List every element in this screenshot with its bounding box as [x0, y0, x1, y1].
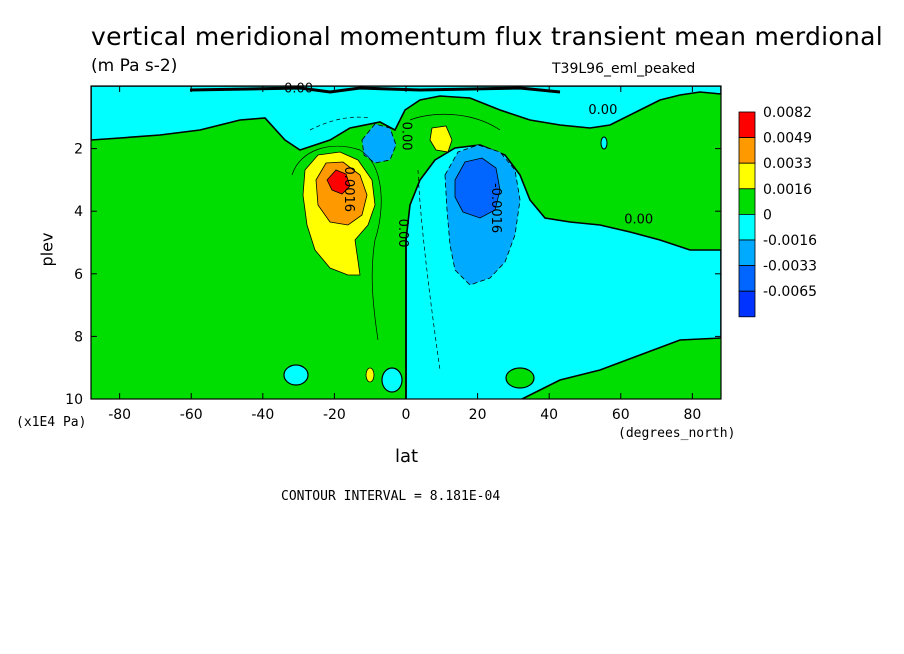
contour-label: 0.0016: [341, 167, 356, 213]
contour-label: 0.00: [284, 81, 313, 96]
x-tick-label: -20: [323, 407, 346, 423]
legend-label: 0.0082: [763, 105, 812, 121]
legend-label: -0.0016: [763, 233, 817, 249]
x-tick-label: -60: [180, 407, 203, 423]
contour-label: 0.00: [398, 122, 413, 151]
x-axis: -80 -60 -40 -20 0 20 40 60 80: [108, 86, 701, 423]
field-yellow-patch: [365, 367, 375, 383]
contour-line: [291, 145, 382, 341]
legend-label: 0.0033: [763, 156, 812, 172]
filled-contours: [91, 86, 721, 399]
y-axis-units: (x1E4 Pa): [16, 415, 87, 430]
y-tick-label: 4: [74, 204, 83, 220]
x-tick-label: 0: [402, 407, 411, 423]
y-tick-label: 6: [74, 267, 83, 283]
legend-swatch: [738, 162, 756, 190]
legend-swatch: [738, 290, 756, 318]
legend-swatch: [738, 137, 756, 164]
field-patch: [381, 367, 403, 393]
contour-line: [417, 169, 441, 371]
contour-line: [309, 116, 371, 131]
legend-swatch: [738, 213, 756, 241]
x-tick-label: -80: [108, 407, 131, 423]
run-label: T39L96_eml_peaked: [552, 61, 696, 77]
x-tick-label: 40: [540, 407, 558, 423]
chart-title: vertical meridional momentum flux transi…: [91, 22, 884, 51]
field-negative-region: [91, 86, 721, 151]
legend-label: -0.0065: [763, 284, 817, 300]
field-blue-min-sh: [361, 123, 397, 164]
legend-label: -0.0033: [763, 259, 817, 275]
legend-swatch: [738, 265, 756, 292]
legend-label: 0.0016: [763, 182, 812, 198]
x-tick-label: 20: [469, 407, 487, 423]
x-tick-label: -40: [251, 407, 274, 423]
x-tick-label: 80: [683, 407, 701, 423]
contour-line: [409, 113, 501, 131]
y-tick-label: 8: [74, 329, 83, 345]
y-axis: 2 4 6 8 10: [65, 142, 721, 408]
chart-units: (m Pa s-2): [91, 56, 178, 76]
legend-swatch: [738, 239, 756, 267]
field-red-max: [326, 169, 351, 195]
field-patch: [505, 367, 535, 389]
field-patch: [600, 136, 608, 150]
y-tick-label: 2: [74, 142, 83, 158]
x-axis-label: lat: [395, 446, 419, 467]
contour-label: 0.00: [624, 213, 653, 228]
x-axis-units: (degrees_north): [618, 426, 736, 441]
field-yellow-patch: [429, 125, 453, 153]
legend-label: 0.0049: [763, 131, 812, 147]
y-tick-label: 10: [65, 392, 83, 408]
contour-labels: 0.00 0.00 0.00 0.00 0.00 0.0016 -0.0016: [284, 81, 653, 247]
x-tick-label: 60: [612, 407, 630, 423]
legend-swatch: [738, 111, 756, 139]
contour-label: 0.00: [588, 103, 617, 118]
contour-band: [189, 86, 561, 94]
field-darkblue-min: [454, 157, 501, 219]
field-patch: [283, 364, 309, 386]
color-legend: 0.0082 0.0049 0.0033 0.0016 0 -0.0016 -0.0033 -…: [738, 105, 817, 318]
legend-swatch: [738, 188, 756, 215]
contour-label: -0.0016: [488, 183, 503, 233]
contour-label: 0.00: [395, 219, 410, 248]
legend-label: 0: [763, 207, 772, 223]
contour-interval: CONTOUR INTERVAL = 8.181E-04: [281, 489, 501, 504]
